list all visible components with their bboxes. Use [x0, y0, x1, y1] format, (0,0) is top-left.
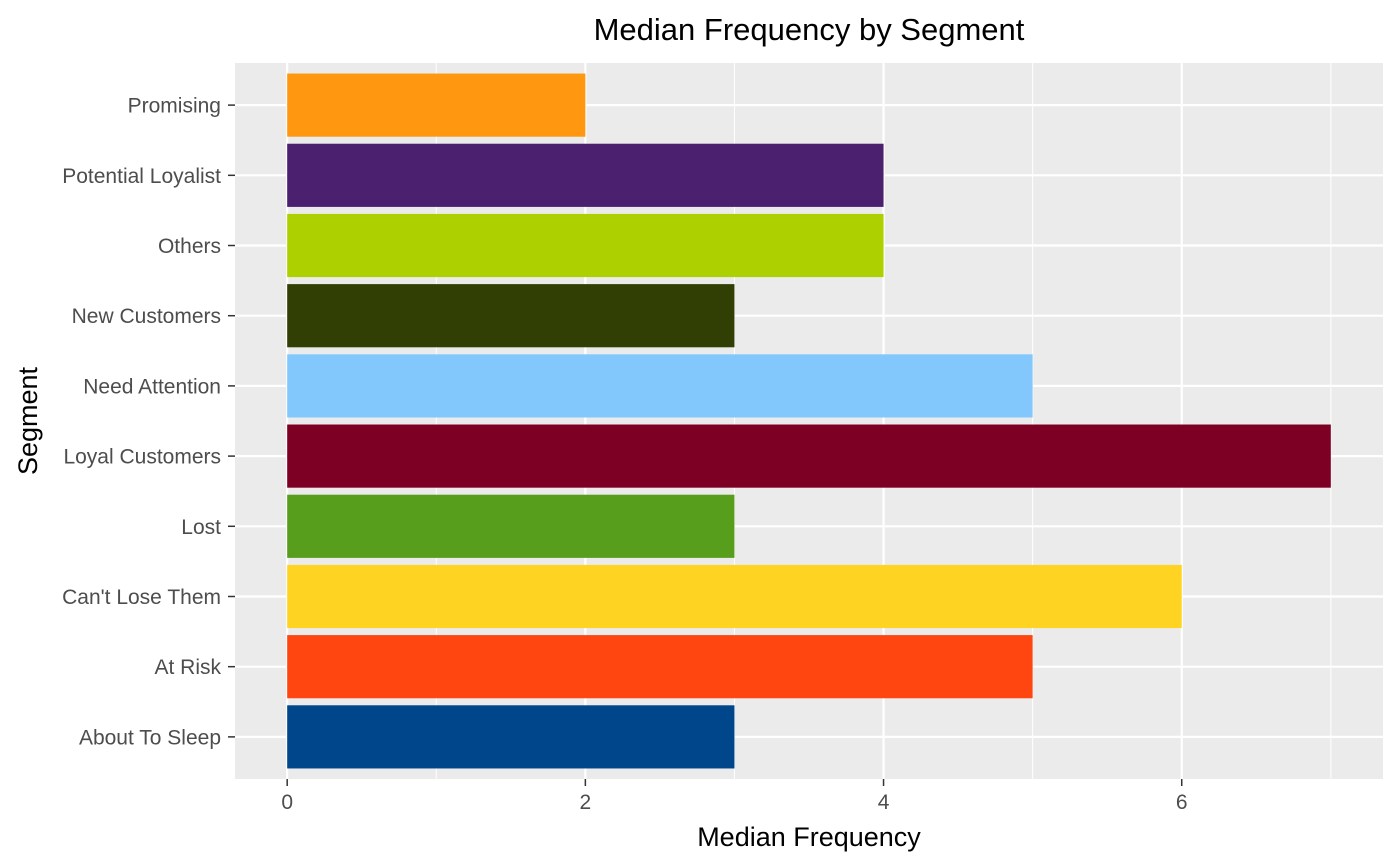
- y-axis-ticks: About To Sleep At Risk Can't Lose Them Lost…: [62, 95, 235, 749]
- y-tick-label: Can't Lose Them: [62, 586, 221, 609]
- y-tick-label: At Risk: [154, 656, 221, 679]
- x-tick-label: 0: [281, 791, 293, 814]
- y-tick-label: New Customers: [72, 305, 221, 328]
- x-tick-label: 4: [878, 791, 890, 814]
- bar: [287, 73, 586, 137]
- bar: [287, 354, 1033, 418]
- chart-title: Median Frequency by Segment: [594, 12, 1025, 47]
- y-tick-label: Need Attention: [83, 375, 221, 398]
- y-tick-label: Lost: [181, 516, 221, 539]
- bar: [287, 143, 884, 207]
- bar: [287, 635, 1033, 699]
- y-tick-label: Others: [158, 235, 221, 258]
- x-tick-label: 6: [1176, 791, 1188, 814]
- bar: [287, 213, 884, 278]
- y-tick-label: Loyal Customers: [63, 446, 221, 469]
- bar: [287, 705, 735, 769]
- y-axis-title: Segment: [13, 366, 43, 475]
- x-axis-title: Median Frequency: [697, 822, 921, 852]
- y-tick-label: About To Sleep: [79, 726, 221, 749]
- bar: [287, 494, 735, 558]
- x-tick-label: 2: [580, 791, 592, 814]
- bars: [287, 73, 1331, 769]
- bar: [287, 424, 1331, 488]
- x-axis-ticks: 0 2 4 6: [281, 779, 1188, 814]
- bar: [287, 284, 735, 348]
- y-tick-label: Potential Loyalist: [62, 165, 221, 188]
- y-tick-label: Promising: [128, 95, 221, 118]
- bar: [287, 564, 1182, 629]
